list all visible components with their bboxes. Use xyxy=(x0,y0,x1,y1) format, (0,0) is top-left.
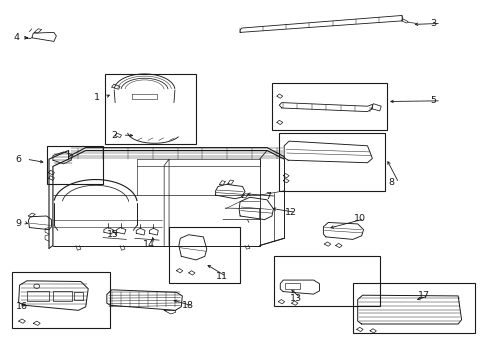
Bar xyxy=(53,291,72,301)
Text: 15: 15 xyxy=(107,230,119,239)
Text: 9: 9 xyxy=(16,219,22,228)
Bar xyxy=(274,256,380,306)
Bar xyxy=(74,292,83,300)
Text: 4: 4 xyxy=(14,33,20,42)
Text: 6: 6 xyxy=(16,154,22,163)
Bar xyxy=(272,83,387,130)
Bar xyxy=(279,133,385,191)
Text: 8: 8 xyxy=(388,178,394,187)
Text: 5: 5 xyxy=(430,96,436,105)
Bar xyxy=(353,283,475,333)
Text: 2: 2 xyxy=(112,130,118,139)
Text: 18: 18 xyxy=(182,302,194,310)
Bar xyxy=(12,272,110,328)
Text: 3: 3 xyxy=(430,19,436,28)
Text: 1: 1 xyxy=(94,93,100,102)
Bar xyxy=(285,283,300,289)
Text: 17: 17 xyxy=(417,292,429,300)
Text: 16: 16 xyxy=(16,302,27,311)
Bar xyxy=(47,146,103,184)
Text: 11: 11 xyxy=(216,272,227,281)
Text: 14: 14 xyxy=(143,240,155,248)
Text: 13: 13 xyxy=(290,294,302,302)
Text: 7: 7 xyxy=(266,192,271,201)
Bar xyxy=(105,74,196,144)
Text: 12: 12 xyxy=(285,208,297,217)
Bar xyxy=(27,291,49,301)
Bar xyxy=(169,227,240,283)
Text: 10: 10 xyxy=(354,214,366,223)
